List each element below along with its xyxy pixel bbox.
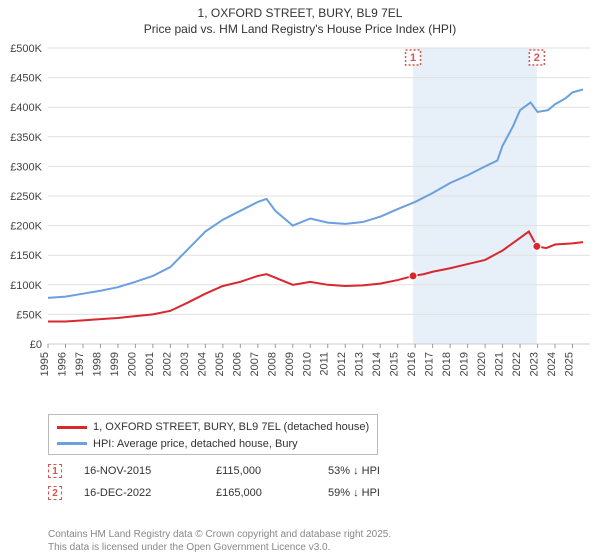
line-chart-svg: £0 £50K £100K £150K £200K £250K £300K £350K £400… (4, 44, 596, 404)
x-tick-label: 2011 (319, 352, 331, 376)
sale-price: £165,000 (216, 487, 306, 499)
sale-point-0 (409, 272, 417, 280)
x-tick-label: 2010 (301, 352, 313, 376)
title-line-1: 1, OXFORD STREET, BURY, BL9 7EL (0, 6, 600, 22)
y-tick-label: £50K (16, 309, 42, 321)
y-tick-label: £350K (10, 132, 42, 144)
y-tick-label: £250K (10, 191, 42, 203)
x-tick-label: 2004 (196, 352, 208, 376)
sale-date: 16-DEC-2022 (84, 487, 194, 499)
title-block: 1, OXFORD STREET, BURY, BL9 7EL Price pa… (0, 0, 600, 37)
x-tick-label: 2001 (144, 352, 156, 376)
x-tick-label: 2018 (441, 352, 453, 376)
sale-marker-label-1: 1 (410, 52, 416, 64)
y-tick-label: £400K (10, 102, 42, 114)
x-tick-label: 2002 (161, 352, 173, 376)
sale-row-1: 2 16-DEC-2022 £165,000 59% ↓ HPI (48, 482, 448, 504)
x-tick-label: 2022 (511, 352, 523, 376)
legend-swatch-1 (57, 442, 87, 445)
x-tick-label: 1998 (91, 352, 103, 376)
x-tick-label: 2015 (389, 352, 401, 376)
legend-label-1: HPI: Average price, detached house, Bury (93, 436, 298, 453)
x-tick-label: 2008 (266, 352, 278, 376)
footer: Contains HM Land Registry data © Crown c… (48, 529, 391, 554)
sale-date: 16-NOV-2015 (84, 465, 194, 477)
x-tick-label: 2017 (424, 352, 436, 376)
x-tick-label: 1995 (39, 352, 51, 376)
y-tick-label: £450K (10, 73, 42, 85)
footer-line-1: Contains HM Land Registry data © Crown c… (48, 529, 391, 542)
legend: 1, OXFORD STREET, BURY, BL9 7EL (detache… (48, 414, 378, 455)
x-tick-label: 2006 (231, 352, 243, 376)
x-tick-label: 2009 (284, 352, 296, 376)
sale-pct: 53% ↓ HPI (328, 465, 448, 477)
footer-line-2: This data is licensed under the Open Gov… (48, 542, 391, 555)
legend-label-0: 1, OXFORD STREET, BURY, BL9 7EL (detache… (93, 419, 369, 436)
x-tick-label: 1997 (74, 352, 86, 376)
sale-row-marker-icon: 2 (48, 486, 62, 500)
sale-point-1 (533, 242, 541, 250)
x-tick-label: 2023 (529, 352, 541, 376)
x-tick-label: 2025 (564, 352, 576, 376)
chart-area: £0 £50K £100K £150K £200K £250K £300K £350K £400… (4, 44, 596, 404)
x-tick-label: 2000 (126, 352, 138, 376)
legend-swatch-0 (57, 426, 87, 429)
title-line-2: Price paid vs. HM Land Registry's House … (0, 22, 600, 38)
sale-row-marker-icon: 1 (48, 464, 62, 478)
y-tick-label: £150K (10, 250, 42, 262)
y-tick-label: £200K (10, 221, 42, 233)
x-tick-label: 2016 (406, 352, 418, 376)
x-tick-label: 1999 (109, 352, 121, 376)
y-tick-label: £300K (10, 161, 42, 173)
x-tick-label: 2013 (354, 352, 366, 376)
x-tick-label: 2020 (476, 352, 488, 376)
legend-row-1: HPI: Average price, detached house, Bury (57, 436, 369, 453)
sale-row-0: 1 16-NOV-2015 £115,000 53% ↓ HPI (48, 460, 448, 482)
y-tick-label: £100K (10, 280, 42, 292)
x-tick-label: 2005 (214, 352, 226, 376)
x-tick-label: 2003 (179, 352, 191, 376)
sales-table: 1 16-NOV-2015 £115,000 53% ↓ HPI 2 16-DEC-202… (48, 460, 448, 504)
sale-price: £115,000 (216, 465, 306, 477)
x-tick-label: 2014 (371, 352, 383, 376)
x-tick-label: 2021 (494, 352, 506, 376)
chart-card: 1, OXFORD STREET, BURY, BL9 7EL Price pa… (0, 0, 600, 560)
x-tick-label: 2024 (546, 352, 558, 376)
sale-pct: 59% ↓ HPI (328, 487, 448, 499)
y-tick-label: £0 (30, 339, 42, 351)
y-tick-label: £500K (10, 44, 42, 55)
x-tick-label: 2019 (459, 352, 471, 376)
x-tick-label: 2012 (336, 352, 348, 376)
legend-row-0: 1, OXFORD STREET, BURY, BL9 7EL (detache… (57, 419, 369, 436)
sale-marker-label-2: 2 (534, 52, 540, 64)
x-tick-label: 2007 (249, 352, 261, 376)
x-tick-label: 1996 (56, 352, 68, 376)
